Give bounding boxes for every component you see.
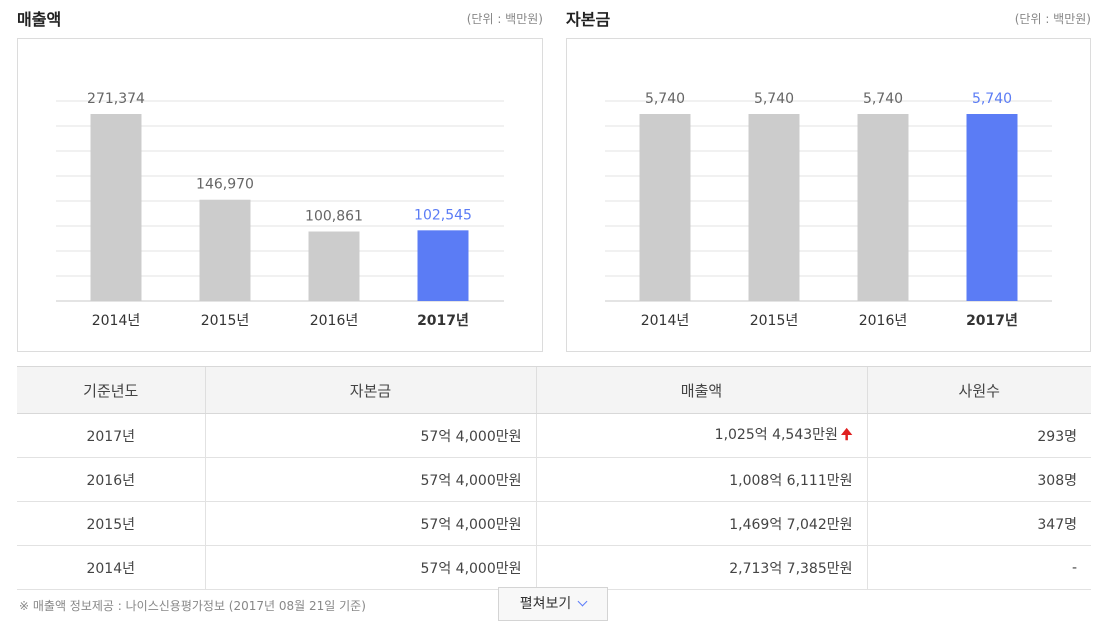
capital-tick-label: 2016년 <box>859 313 908 329</box>
capital-value-label: 5,740 <box>972 91 1012 107</box>
capital-value-label: 5,740 <box>645 91 685 107</box>
capital-unit-label: (단위 : 백만원) <box>1014 12 1091 26</box>
capital-chart: 5,740 2014년 5,740 2015년 5,740 2016년 5,740 2017년 <box>566 38 1091 352</box>
table-row: 2017년 57억 4,000만원 1,025억 4,543만원 🠉 293명 <box>17 413 1091 458</box>
capital-panel-header: 자본금 (단위 : 백만원) <box>566 6 1091 30</box>
capital-bar <box>748 114 800 301</box>
table-row: 2016년 57억 4,000만원 1,008억 6,111만원 308명 <box>17 457 1091 502</box>
header-revenue: 매출액 <box>535 366 867 414</box>
capital-bar <box>966 114 1018 301</box>
row-employees: 347명 <box>866 501 1091 546</box>
row-year: 2014년 <box>17 545 205 590</box>
revenue-tick-label: 2017년 <box>417 313 469 329</box>
revenue-bar <box>308 231 360 301</box>
source-footnote: ※ 매출액 정보제공 : 나이스신용평가정보 (2017년 08월 21일 기준… <box>19 599 366 613</box>
row-revenue: 2,713억 7,385만원 <box>535 545 867 590</box>
table-row: 2015년 57억 4,000만원 1,469억 7,042만원 347명 <box>17 501 1091 546</box>
row-employees: - <box>866 545 1091 590</box>
revenue-tick-label: 2016년 <box>310 313 359 329</box>
revenue-chart-title: 매출액 <box>17 10 62 29</box>
revenue-value-label: 102,545 <box>414 207 472 223</box>
revenue-value-label: 146,970 <box>196 177 254 193</box>
revenue-tick-label: 2014년 <box>92 313 141 329</box>
row-revenue: 1,008억 6,111만원 <box>535 457 867 502</box>
row-revenue: 1,469억 7,042만원 <box>535 501 867 546</box>
row-year: 2015년 <box>17 501 205 546</box>
capital-tick-label: 2015년 <box>750 313 799 329</box>
revenue-bar-chart: 271,374 2014년 146,970 2015년 100,861 2016년 102,… <box>56 91 504 329</box>
table-header-row: 기준년도 자본금 매출액 사원수 <box>17 366 1091 414</box>
revenue-bar <box>90 114 142 301</box>
row-revenue: 1,025억 4,543만원 <box>714 426 838 443</box>
row-capital: 57억 4,000만원 <box>204 457 536 502</box>
capital-value-label: 5,740 <box>863 91 903 107</box>
capital-bar-chart: 5,740 2014년 5,740 2015년 5,740 2016년 5,740 2017년 <box>605 91 1052 329</box>
revenue-panel-header: 매출액 (단위 : 백만원) <box>17 6 543 30</box>
row-year: 2016년 <box>17 457 205 502</box>
expand-button[interactable]: 펼쳐보기 <box>498 587 608 621</box>
capital-bar <box>857 114 909 301</box>
capital-value-label: 5,740 <box>754 91 794 107</box>
revenue-bar <box>199 199 251 301</box>
capital-tick-label: 2014년 <box>641 313 690 329</box>
row-employees: 308명 <box>866 457 1091 502</box>
row-capital: 57억 4,000만원 <box>204 413 536 458</box>
expand-button-label: 펼쳐보기 <box>519 596 572 612</box>
header-year: 기준년도 <box>17 366 205 414</box>
row-revenue-cell: 1,025억 4,543만원 🠉 <box>535 413 867 458</box>
row-capital: 57억 4,000만원 <box>204 545 536 590</box>
company-summary-table: 기준년도 자본금 매출액 사원수 2017년 57억 4,000만원 1,025… <box>17 366 1091 590</box>
revenue-unit-label: (단위 : 백만원) <box>466 12 543 26</box>
up-arrow-icon: 🠉 <box>840 426 853 443</box>
row-year: 2017년 <box>17 413 205 458</box>
capital-tick-label: 2017년 <box>966 313 1018 329</box>
revenue-bar <box>417 230 469 301</box>
table-row: 2014년 57억 4,000만원 2,713억 7,385만원 - <box>17 545 1091 590</box>
row-capital: 57억 4,000만원 <box>204 501 536 546</box>
header-employees: 사원수 <box>866 366 1091 414</box>
capital-bar <box>639 114 691 301</box>
revenue-chart: 271,374 2014년 146,970 2015년 100,861 2016년 102,… <box>17 38 543 352</box>
row-employees: 293명 <box>866 413 1091 458</box>
revenue-tick-label: 2015년 <box>201 313 250 329</box>
revenue-value-label: 271,374 <box>87 91 145 107</box>
capital-chart-title: 자본금 <box>566 10 611 29</box>
chevron-down-icon <box>577 596 588 607</box>
revenue-value-label: 100,861 <box>305 208 363 224</box>
header-capital: 자본금 <box>204 366 536 414</box>
